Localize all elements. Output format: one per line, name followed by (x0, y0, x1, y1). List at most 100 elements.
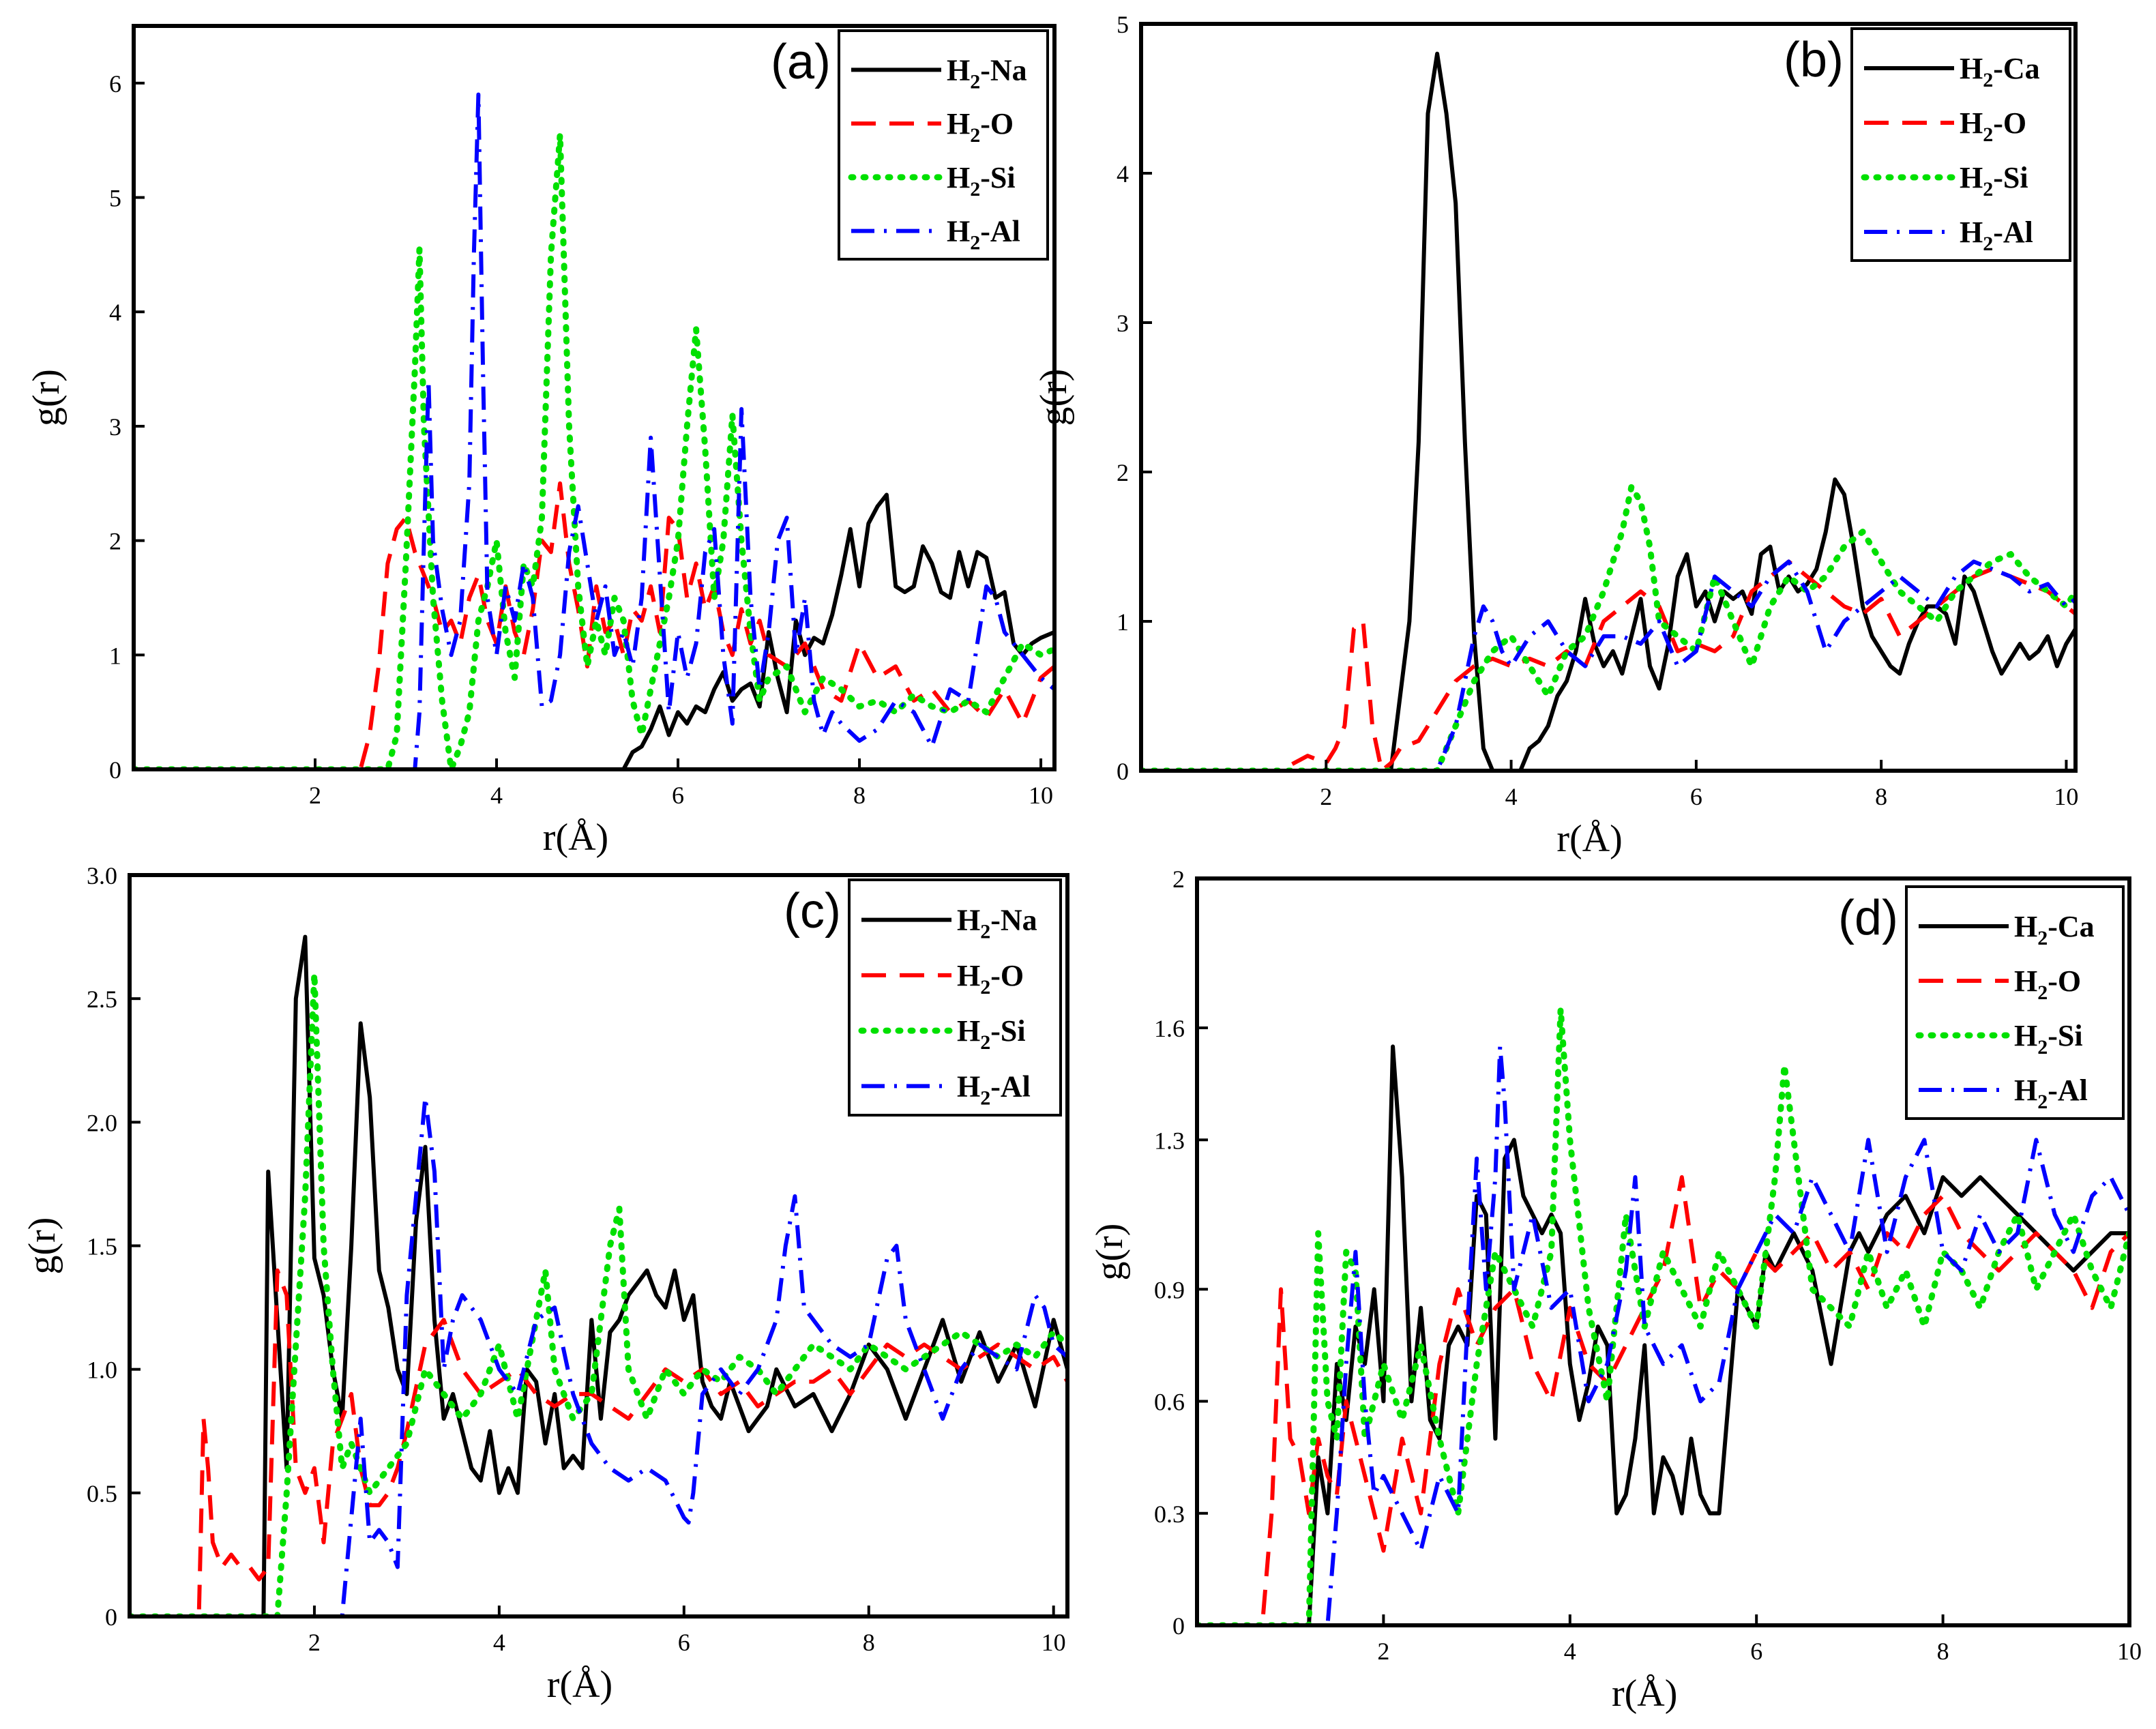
x-tick-label: 8 (853, 782, 866, 809)
y-tick-label: 0.3 (1154, 1501, 1185, 1528)
series-line-H2-Al (134, 92, 1054, 769)
legend: H2-Ca H2-O H2-Si H2-Al (1850, 27, 2071, 262)
y-tick-label: 0.9 (1154, 1276, 1185, 1303)
legend-entry-label: H2-O (947, 107, 1014, 147)
panel-a: 2 4 6 8 10 0 1 2 3 4 5 6 r(Å) g(r) H2-Na H2-O H2-Si H2-Al… (25, 24, 1057, 859)
series-lines (1197, 1006, 2129, 1625)
panel-label: (d) (1838, 891, 1898, 945)
series-lines (134, 92, 1054, 769)
plot-frame (1139, 22, 2078, 773)
x-axis-label: r(Å) (543, 816, 608, 859)
y-tick-label: 1 (109, 642, 121, 669)
y-tick-label: 0 (105, 1604, 117, 1631)
y-tick-label: 2 (1117, 459, 1129, 486)
y-tick-label: 1.0 (87, 1357, 117, 1384)
legend-entry-label: H2-Al (957, 1069, 1031, 1109)
legend-entry-label: H2-Si (2014, 1019, 2083, 1059)
legend-entry-label: H2-Al (947, 215, 1020, 254)
series-line-H2-O (134, 481, 1054, 769)
series-lines (130, 934, 1067, 1616)
y-tick-label: 2.5 (87, 986, 117, 1013)
y-axis-label: g(r) (1033, 369, 1075, 426)
y-tick-label: 0.5 (87, 1480, 117, 1507)
x-tick-label: 2 (1320, 783, 1332, 810)
series-lines (1141, 51, 2076, 771)
series-line-H2-Si (1197, 1006, 2129, 1625)
y-tick-label: 4 (1117, 160, 1129, 188)
y-tick-label: 0 (1172, 1612, 1185, 1640)
panel-b: 2 4 6 8 10 0 1 2 3 4 5 r(Å) g(r) H2-Ca H2-O H2-Si H2-Al (… (1033, 11, 2078, 860)
x-tick-label: 6 (1750, 1638, 1762, 1665)
x-tick-label: 4 (490, 782, 503, 809)
y-tick-label: 1.5 (87, 1233, 117, 1260)
legend-entry-label: H2-Ca (2014, 910, 2095, 949)
series-line-H2-Ca (1141, 51, 2076, 771)
x-tick-label: 6 (678, 1629, 690, 1656)
series-line-H2-Si (1141, 484, 2076, 771)
series-line-H2-O (130, 1268, 1067, 1616)
y-tick-label: 3 (1117, 310, 1129, 337)
x-tick-label: 2 (309, 782, 321, 809)
plot-frame (132, 24, 1057, 771)
y-tick-label: 3 (109, 413, 121, 441)
y-tick-label: 4 (109, 299, 121, 326)
legend-entry-label: H2-Na (957, 904, 1037, 943)
legend: H2-Ca H2-O H2-Si H2-Al (1905, 885, 2125, 1120)
panel-label: (c) (784, 884, 841, 939)
series-line-H2-Al (1141, 559, 2076, 771)
x-tick-label: 6 (672, 782, 684, 809)
x-axis-label: r(Å) (1612, 1672, 1677, 1715)
y-tick-label: 5 (109, 185, 121, 212)
series-line-H2-Al (130, 1095, 1067, 1616)
y-tick-label: 0 (1117, 758, 1129, 785)
legend: H2-Na H2-O H2-Si H2-Al (848, 878, 1062, 1117)
y-tick-label: 1 (1117, 608, 1129, 636)
x-tick-label: 8 (1937, 1638, 1949, 1665)
x-tick-label: 8 (863, 1629, 875, 1656)
legend: H2-Na H2-O H2-Si H2-Al (838, 29, 1049, 261)
y-tick-label: 5 (1117, 11, 1129, 38)
legend-entry-label: H2-Na (947, 53, 1027, 93)
x-axis-label: r(Å) (547, 1664, 612, 1706)
legend-entry-label: H2-Al (1960, 216, 2033, 255)
panel-label: (a) (771, 35, 831, 89)
y-axis-label: g(r) (1089, 1224, 1131, 1281)
y-axis-label: g(r) (25, 369, 68, 426)
y-tick-label: 2.0 (87, 1109, 117, 1136)
plot-frame (1195, 876, 2131, 1627)
x-tick-label: 2 (308, 1629, 321, 1656)
panel-label: (b) (1784, 33, 1844, 87)
y-tick-label: 3.0 (87, 862, 117, 889)
y-tick-label: 2 (1172, 866, 1185, 893)
panel-c: 2 4 6 8 10 0 0.5 1.0 1.5 2.0 2.5 3.0 r(Å) g(r) H2-Na H2… (21, 862, 1069, 1706)
x-tick-label: 8 (1875, 783, 1887, 810)
x-tick-label: 10 (1029, 782, 1053, 809)
x-tick-label: 4 (1505, 783, 1518, 810)
x-tick-label: 10 (2054, 783, 2078, 810)
series-line-H2-Ca (1197, 1044, 2129, 1625)
y-tick-label: 1.3 (1154, 1127, 1185, 1154)
legend-entry-label: H2-O (2014, 964, 2081, 1004)
y-tick-label: 2 (109, 528, 121, 555)
x-tick-label: 4 (1564, 1638, 1576, 1665)
x-tick-label: 2 (1377, 1638, 1389, 1665)
x-tick-label: 10 (1042, 1629, 1066, 1656)
series-line-H2-Si (130, 971, 1067, 1616)
legend-entry-label: H2-O (957, 959, 1024, 999)
y-tick-label: 6 (109, 70, 121, 98)
legend-entry-label: H2-Ca (1960, 52, 2040, 91)
x-tick-label: 4 (493, 1629, 505, 1656)
series-line-H2-O (1141, 559, 2076, 771)
y-tick-label: 1.6 (1154, 1015, 1185, 1042)
legend-entry-label: H2-O (1960, 106, 2026, 146)
legend-entry-label: H2-Si (947, 161, 1016, 201)
series-line-H2-Al (1197, 1044, 2129, 1625)
x-axis-label: r(Å) (1556, 818, 1622, 860)
legend-entry-label: H2-Si (1960, 161, 2028, 201)
y-axis-label: g(r) (21, 1217, 63, 1275)
x-tick-label: 6 (1690, 783, 1702, 810)
x-tick-label: 10 (2117, 1638, 2142, 1665)
series-line-H2-Na (134, 492, 1054, 769)
panel-d: 2 4 6 8 10 0 0.3 0.6 0.9 1.3 1.6 2 r(Å) g(r) H2-Ca H2-O… (1089, 866, 2142, 1715)
